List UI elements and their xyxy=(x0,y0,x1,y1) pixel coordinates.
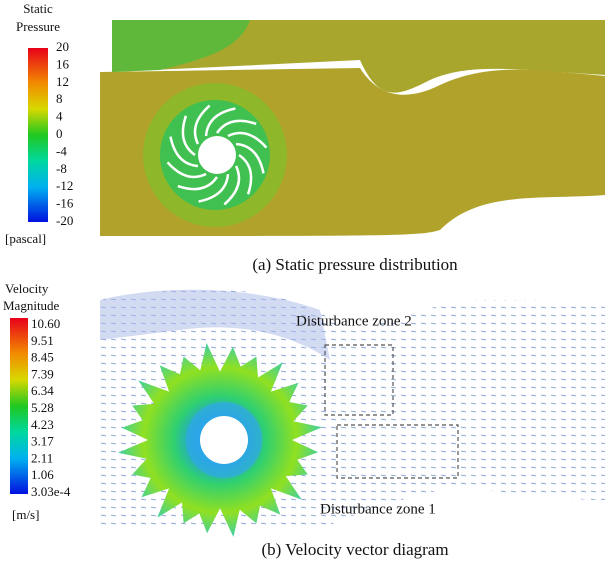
hub xyxy=(198,136,236,174)
colorbar-label: 7.39 xyxy=(31,366,54,381)
colorbar-label: 10.60 xyxy=(31,316,60,331)
colorbar-label: -4 xyxy=(56,143,67,158)
colorbar xyxy=(28,48,48,222)
colorbar-label: 9.51 xyxy=(31,333,54,348)
legend-title: Pressure xyxy=(16,19,60,34)
colorbar-label: 4.23 xyxy=(31,417,54,432)
caption: (a) Static pressure distribution xyxy=(252,255,458,274)
hub xyxy=(200,416,248,464)
page: Static Pressure [pascal] (a) Static pres… xyxy=(0,0,605,565)
colorbar-label: 16 xyxy=(56,56,70,71)
colorbar-label: 2.11 xyxy=(31,450,53,465)
colorbar-label: -20 xyxy=(56,213,73,228)
unit: [pascal] xyxy=(5,231,46,246)
colorbar-label: 6.34 xyxy=(31,383,54,398)
pressure-panel xyxy=(28,20,605,236)
colorbar-label: 3.17 xyxy=(31,434,54,449)
colorbar xyxy=(10,318,28,494)
colorbar-label: -12 xyxy=(56,178,73,193)
legend-title: Velocity xyxy=(5,281,49,296)
figure: Static Pressure [pascal] (a) Static pres… xyxy=(0,0,605,565)
legend-title: Static xyxy=(23,1,53,16)
colorbar-label: 5.28 xyxy=(31,400,54,415)
colorbar-label: 8.45 xyxy=(31,350,54,365)
colorbar-label: 0 xyxy=(56,126,63,141)
colorbar-label: 1.06 xyxy=(31,467,54,482)
colorbar-label: -16 xyxy=(56,196,74,211)
colorbar-label: 12 xyxy=(56,74,69,89)
annotation: Disturbance zone 1 xyxy=(320,501,436,517)
caption: (b) Velocity vector diagram xyxy=(261,540,448,559)
colorbar-label: -8 xyxy=(56,161,67,176)
colorbar-label: 20 xyxy=(56,39,69,54)
unit: [m/s] xyxy=(12,507,39,522)
annotation: Disturbance zone 2 xyxy=(296,313,412,329)
legend-title: Magnitude xyxy=(3,298,60,313)
colorbar-label: 4 xyxy=(56,109,63,124)
colorbar-label: 8 xyxy=(56,91,63,106)
colorbar-label: 3.03e-4 xyxy=(31,484,71,499)
